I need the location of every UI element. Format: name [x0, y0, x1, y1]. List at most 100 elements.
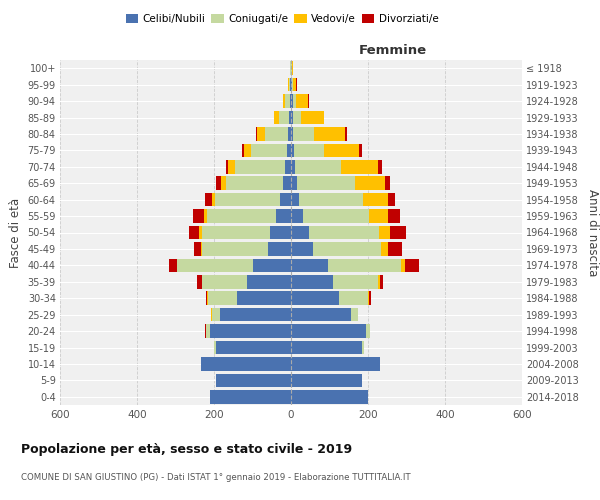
Bar: [291, 374, 362, 387]
Bar: [293, 94, 296, 108]
Bar: [292, 62, 293, 75]
Bar: [293, 111, 301, 124]
Bar: [388, 210, 400, 223]
Bar: [350, 308, 358, 322]
Bar: [244, 144, 251, 157]
Bar: [310, 226, 379, 239]
Bar: [242, 144, 244, 157]
Bar: [369, 292, 371, 305]
Bar: [368, 292, 369, 305]
Bar: [324, 111, 325, 124]
Bar: [202, 242, 268, 256]
Bar: [277, 210, 291, 223]
Bar: [380, 275, 383, 288]
Bar: [291, 210, 304, 223]
Bar: [206, 324, 210, 338]
Bar: [205, 324, 206, 338]
Bar: [265, 127, 288, 140]
Bar: [200, 357, 291, 370]
Bar: [291, 308, 350, 322]
Bar: [280, 193, 291, 206]
Bar: [291, 341, 362, 354]
Bar: [211, 308, 212, 322]
Legend: Celibi/Nubili, Coniugati/e, Vedovi/e, Divorziati/e: Celibi/Nubili, Coniugati/e, Vedovi/e, Di…: [121, 10, 443, 29]
Bar: [308, 94, 309, 108]
Bar: [328, 258, 401, 272]
Bar: [291, 324, 366, 338]
Bar: [251, 144, 287, 157]
Bar: [291, 127, 293, 140]
Bar: [188, 226, 199, 239]
Bar: [341, 160, 377, 173]
Bar: [288, 78, 289, 92]
Bar: [285, 94, 290, 108]
Bar: [379, 226, 391, 239]
Bar: [299, 193, 363, 206]
Bar: [291, 357, 380, 370]
Bar: [207, 210, 277, 223]
Bar: [291, 160, 295, 173]
Bar: [325, 144, 359, 157]
Bar: [291, 275, 334, 288]
Bar: [293, 127, 314, 140]
Bar: [404, 258, 419, 272]
Bar: [220, 308, 291, 322]
Bar: [362, 341, 364, 354]
Bar: [268, 242, 291, 256]
Bar: [214, 341, 216, 354]
Bar: [369, 210, 388, 223]
Bar: [289, 111, 291, 124]
Text: Femmine: Femmine: [359, 44, 427, 57]
Bar: [355, 176, 385, 190]
Text: COMUNE DI SAN GIUSTINO (PG) - Dati ISTAT 1° gennaio 2019 - Elaborazione TUTTITAL: COMUNE DI SAN GIUSTINO (PG) - Dati ISTAT…: [21, 472, 410, 482]
Bar: [296, 78, 297, 92]
Y-axis label: Anni di nascita: Anni di nascita: [586, 189, 599, 276]
Bar: [215, 193, 280, 206]
Bar: [345, 127, 347, 140]
Bar: [247, 275, 291, 288]
Bar: [169, 258, 176, 272]
Bar: [235, 160, 285, 173]
Bar: [274, 111, 280, 124]
Bar: [253, 258, 291, 272]
Bar: [291, 176, 297, 190]
Bar: [204, 210, 207, 223]
Bar: [237, 292, 291, 305]
Bar: [293, 78, 296, 92]
Bar: [216, 374, 291, 387]
Bar: [208, 292, 237, 305]
Bar: [210, 390, 291, 404]
Bar: [288, 127, 291, 140]
Bar: [194, 242, 200, 256]
Bar: [377, 275, 380, 288]
Bar: [199, 226, 202, 239]
Bar: [290, 78, 291, 92]
Bar: [176, 258, 178, 272]
Bar: [287, 144, 291, 157]
Bar: [291, 226, 310, 239]
Bar: [200, 242, 202, 256]
Bar: [178, 258, 253, 272]
Bar: [339, 292, 368, 305]
Bar: [391, 226, 406, 239]
Bar: [283, 94, 285, 108]
Bar: [388, 242, 402, 256]
Bar: [296, 94, 308, 108]
Bar: [283, 176, 291, 190]
Bar: [212, 308, 220, 322]
Bar: [291, 111, 293, 124]
Bar: [226, 176, 283, 190]
Bar: [202, 275, 247, 288]
Bar: [301, 111, 324, 124]
Bar: [313, 242, 381, 256]
Bar: [385, 176, 390, 190]
Bar: [363, 193, 388, 206]
Bar: [202, 226, 270, 239]
Bar: [291, 258, 328, 272]
Bar: [197, 275, 202, 288]
Bar: [293, 144, 325, 157]
Bar: [217, 176, 221, 190]
Bar: [359, 144, 362, 157]
Bar: [221, 176, 226, 190]
Bar: [377, 160, 382, 173]
